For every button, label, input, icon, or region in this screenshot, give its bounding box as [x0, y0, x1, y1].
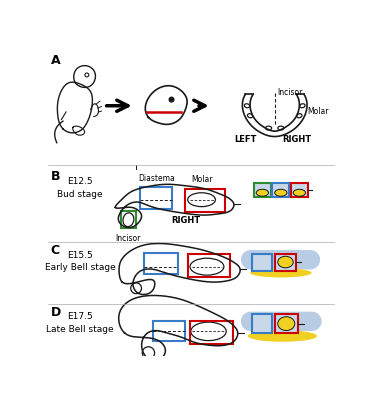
Ellipse shape — [278, 256, 293, 268]
FancyBboxPatch shape — [252, 314, 272, 333]
FancyBboxPatch shape — [275, 314, 298, 333]
Ellipse shape — [256, 189, 269, 196]
FancyBboxPatch shape — [291, 183, 308, 197]
Ellipse shape — [293, 189, 305, 196]
Text: Molar: Molar — [307, 107, 329, 116]
FancyBboxPatch shape — [254, 183, 271, 197]
Ellipse shape — [250, 268, 312, 278]
Text: D: D — [51, 306, 61, 319]
FancyBboxPatch shape — [252, 254, 272, 270]
Ellipse shape — [278, 317, 295, 330]
Text: E17.5
Late Bell stage: E17.5 Late Bell stage — [46, 312, 114, 334]
Ellipse shape — [248, 330, 317, 342]
FancyBboxPatch shape — [275, 254, 296, 270]
Circle shape — [169, 97, 174, 102]
Text: E15.5
Early Bell stage: E15.5 Early Bell stage — [44, 250, 115, 272]
Text: E12.5
Bud stage: E12.5 Bud stage — [57, 177, 103, 199]
Text: A: A — [51, 54, 60, 67]
Text: C: C — [51, 244, 60, 256]
Text: Molar: Molar — [191, 175, 212, 184]
Text: B: B — [51, 170, 60, 183]
Text: Incisor: Incisor — [277, 88, 303, 97]
Text: RIGHT: RIGHT — [282, 135, 311, 144]
FancyBboxPatch shape — [272, 183, 289, 197]
Ellipse shape — [275, 189, 287, 196]
Text: Diastema: Diastema — [138, 174, 175, 183]
Text: RIGHT: RIGHT — [172, 216, 201, 225]
Text: Incisor: Incisor — [115, 234, 141, 242]
Text: LEFT: LEFT — [234, 135, 257, 144]
